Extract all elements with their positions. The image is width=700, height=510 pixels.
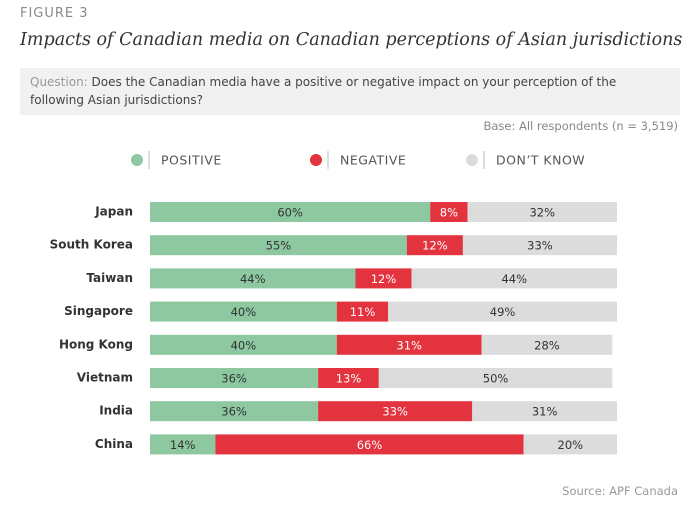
category-label: Vietnam <box>77 371 133 385</box>
bar-segment <box>378 368 613 388</box>
value-label: 11% <box>350 305 376 319</box>
bar-segment <box>150 268 356 289</box>
category-label: Singapore <box>64 304 133 318</box>
value-label: 32% <box>529 206 555 220</box>
source: Source: APF Canada <box>562 484 678 498</box>
bar-segment <box>150 301 337 322</box>
category-label: China <box>95 437 133 451</box>
bar-segment <box>411 268 617 289</box>
legend-swatch <box>131 154 143 166</box>
base-note: Base: All respondents (n = 3,519) <box>483 119 678 133</box>
category-label: South Korea <box>50 238 133 252</box>
legend-label: POSITIVE <box>161 153 222 168</box>
value-label: 12% <box>371 272 397 286</box>
legend-swatch <box>466 154 478 166</box>
bar-segment <box>355 268 412 289</box>
value-label: 40% <box>231 338 257 352</box>
bar-segment <box>481 334 613 355</box>
bar-segment <box>462 235 617 256</box>
chart-title: Impacts of Canadian media on Canadian pe… <box>20 30 683 50</box>
value-label: 31% <box>396 338 422 352</box>
bar-segment <box>467 202 617 222</box>
bar-segment <box>150 202 431 222</box>
value-label: 49% <box>490 305 516 319</box>
value-label: 36% <box>221 372 247 386</box>
question-label: Question: <box>30 75 88 89</box>
bar-segment <box>388 301 617 322</box>
bar-segment <box>150 368 319 388</box>
value-label: 12% <box>422 239 448 253</box>
value-label: 8% <box>440 206 458 220</box>
bar-segment <box>150 334 337 355</box>
value-label: 31% <box>532 405 558 419</box>
bar-segment <box>150 235 407 256</box>
bar-segment <box>150 434 216 455</box>
bar-segment <box>523 434 617 455</box>
value-label: 50% <box>483 372 509 386</box>
legend-label: DON’T KNOW <box>496 153 585 168</box>
value-label: 13% <box>336 372 362 386</box>
bar-segment <box>318 401 473 422</box>
value-label: 66% <box>357 438 383 452</box>
value-label: 14% <box>170 438 196 452</box>
value-label: 36% <box>221 405 247 419</box>
bar-segment <box>336 301 389 322</box>
value-label: 44% <box>501 272 527 286</box>
value-label: 44% <box>240 272 266 286</box>
bar-segment <box>150 401 319 422</box>
question-text: Does the Canadian media have a positive … <box>30 75 617 107</box>
question-box: Question: Does the Canadian media have a… <box>20 68 680 115</box>
value-label: 55% <box>266 239 292 253</box>
value-label: 40% <box>231 305 257 319</box>
category-label: Japan <box>94 205 133 219</box>
value-label: 33% <box>382 405 408 419</box>
bar-segment <box>336 334 482 355</box>
bar-segment <box>472 401 617 422</box>
bar-segment <box>318 368 379 388</box>
figure-label: FIGURE 3 <box>20 6 89 21</box>
legend-swatch <box>310 154 322 166</box>
value-label: 60% <box>277 206 303 220</box>
bar-segment <box>406 235 463 256</box>
category-label: Hong Kong <box>59 337 133 351</box>
value-label: 33% <box>527 239 553 253</box>
category-label: India <box>99 404 133 418</box>
bar-segment <box>215 434 524 455</box>
bar-segment <box>430 202 468 222</box>
value-label: 28% <box>534 338 560 352</box>
value-label: 20% <box>558 438 584 452</box>
legend-label: NEGATIVE <box>340 153 406 168</box>
category-label: Taiwan <box>86 271 133 285</box>
